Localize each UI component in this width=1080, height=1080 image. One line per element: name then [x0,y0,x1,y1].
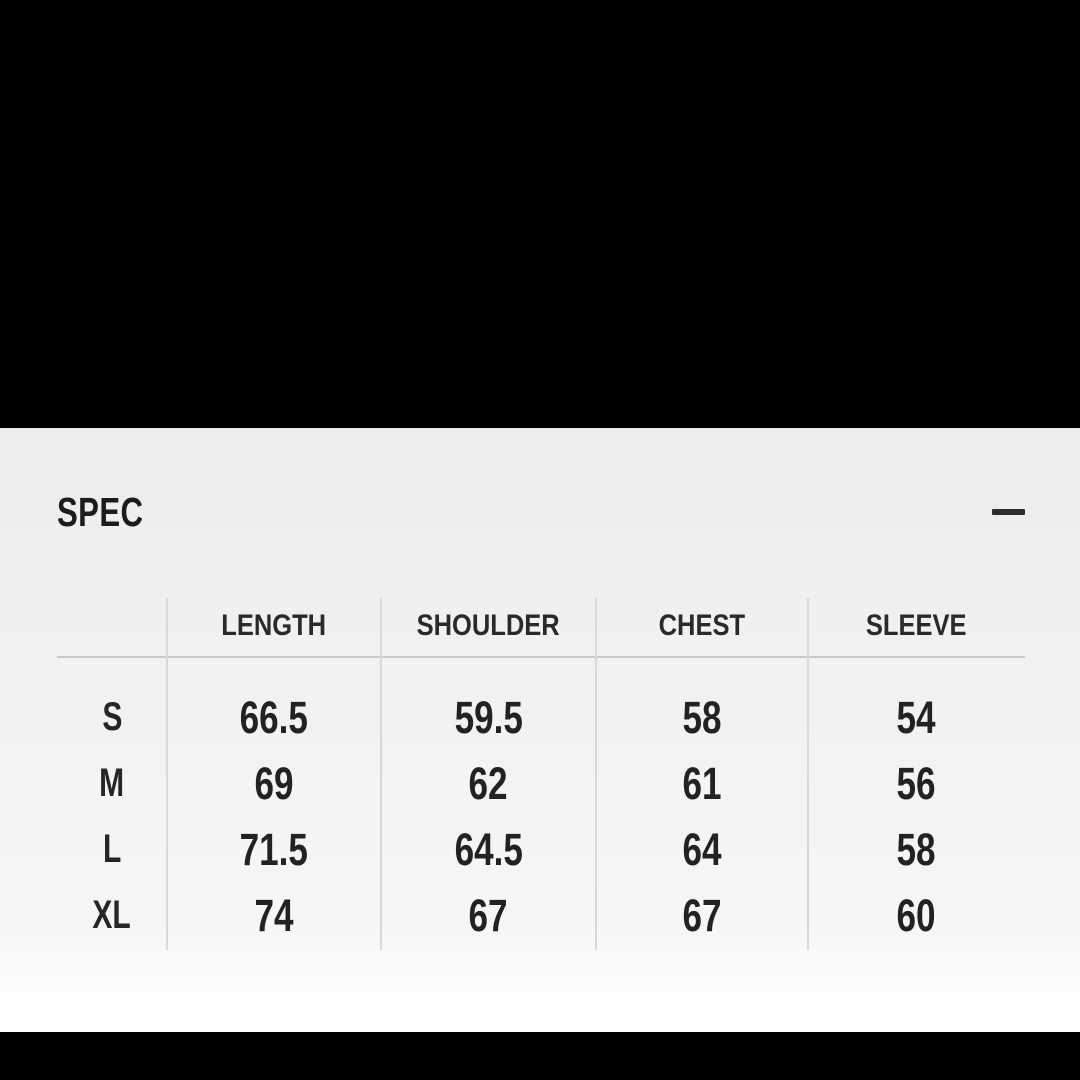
value-cell-length: 74 [167,882,381,948]
column-header-label: LENGTH [221,609,327,642]
measurement-value: 62 [468,757,509,809]
collapse-section-button[interactable] [992,503,1025,521]
measurement-value: 67 [682,889,722,941]
value-cell-shoulder: 59.5 [381,684,596,750]
measurement-value: 59.5 [454,691,523,743]
bottom-black-bar [0,1032,1080,1080]
header-rule [57,656,1025,658]
measurement-value: 66.5 [239,691,309,743]
corner-cell [57,595,167,657]
value-cell-chest: 58 [596,684,808,750]
size-label-cell: XL [57,882,167,948]
value-cell-shoulder: 64.5 [381,816,596,882]
minus-icon [992,509,1025,515]
column-header-length: LENGTH [167,595,381,657]
column-header-sleeve: SLEEVE [808,595,1025,657]
column-divider [807,598,809,950]
column-divider [595,598,597,950]
product-image-black-region [0,0,1080,428]
table-header-row: LENGTH SHOULDER CHEST SLEEVE [57,595,1025,657]
value-cell-chest: 61 [596,750,808,816]
measurement-value: 64 [682,823,722,875]
column-header-chest: CHEST [596,595,808,657]
value-cell-shoulder: 62 [381,750,596,816]
value-cell-chest: 64 [596,816,808,882]
value-cell-shoulder: 67 [381,882,596,948]
size-label: L [102,827,122,871]
measurement-value: 60 [896,889,937,941]
table-body: S 66.5 59.5 58 54 M 69 62 61 56 L 71.5 6… [57,684,1025,948]
measurement-value: 58 [682,691,722,743]
column-divider [166,598,168,950]
measurement-value: 71.5 [239,823,309,875]
column-header-label: CHEST [658,609,746,642]
spec-section-header: SPEC [57,490,1025,534]
value-cell-sleeve: 54 [808,684,1025,750]
column-header-label: SLEEVE [866,609,967,642]
size-label: M [99,761,125,805]
size-label-cell: S [57,684,167,750]
value-cell-length: 66.5 [167,684,381,750]
measurement-value: 61 [682,757,722,809]
measurement-value: 58 [896,823,937,875]
value-cell-length: 71.5 [167,816,381,882]
value-cell-sleeve: 58 [808,816,1025,882]
value-cell-chest: 67 [596,882,808,948]
measurement-value: 67 [468,889,509,941]
measurement-value: 56 [896,757,937,809]
measurement-value: 69 [254,757,294,809]
size-label-cell: L [57,816,167,882]
spec-section: SPEC LENGTH SHOULDER CHEST SLEEVE S 66.5 [0,428,1080,1032]
column-header-label: SHOULDER [416,609,561,642]
size-label-cell: M [57,750,167,816]
size-label: XL [92,893,132,937]
column-header-shoulder: SHOULDER [381,595,596,657]
size-spec-table: LENGTH SHOULDER CHEST SLEEVE S 66.5 59.5… [57,595,1025,957]
measurement-value: 64.5 [454,823,523,875]
measurement-value: 54 [896,691,937,743]
value-cell-length: 69 [167,750,381,816]
column-divider [380,598,382,950]
size-label: S [101,695,123,739]
measurement-value: 74 [254,889,294,941]
spec-title: SPEC [57,488,144,535]
value-cell-sleeve: 60 [808,882,1025,948]
value-cell-sleeve: 56 [808,750,1025,816]
